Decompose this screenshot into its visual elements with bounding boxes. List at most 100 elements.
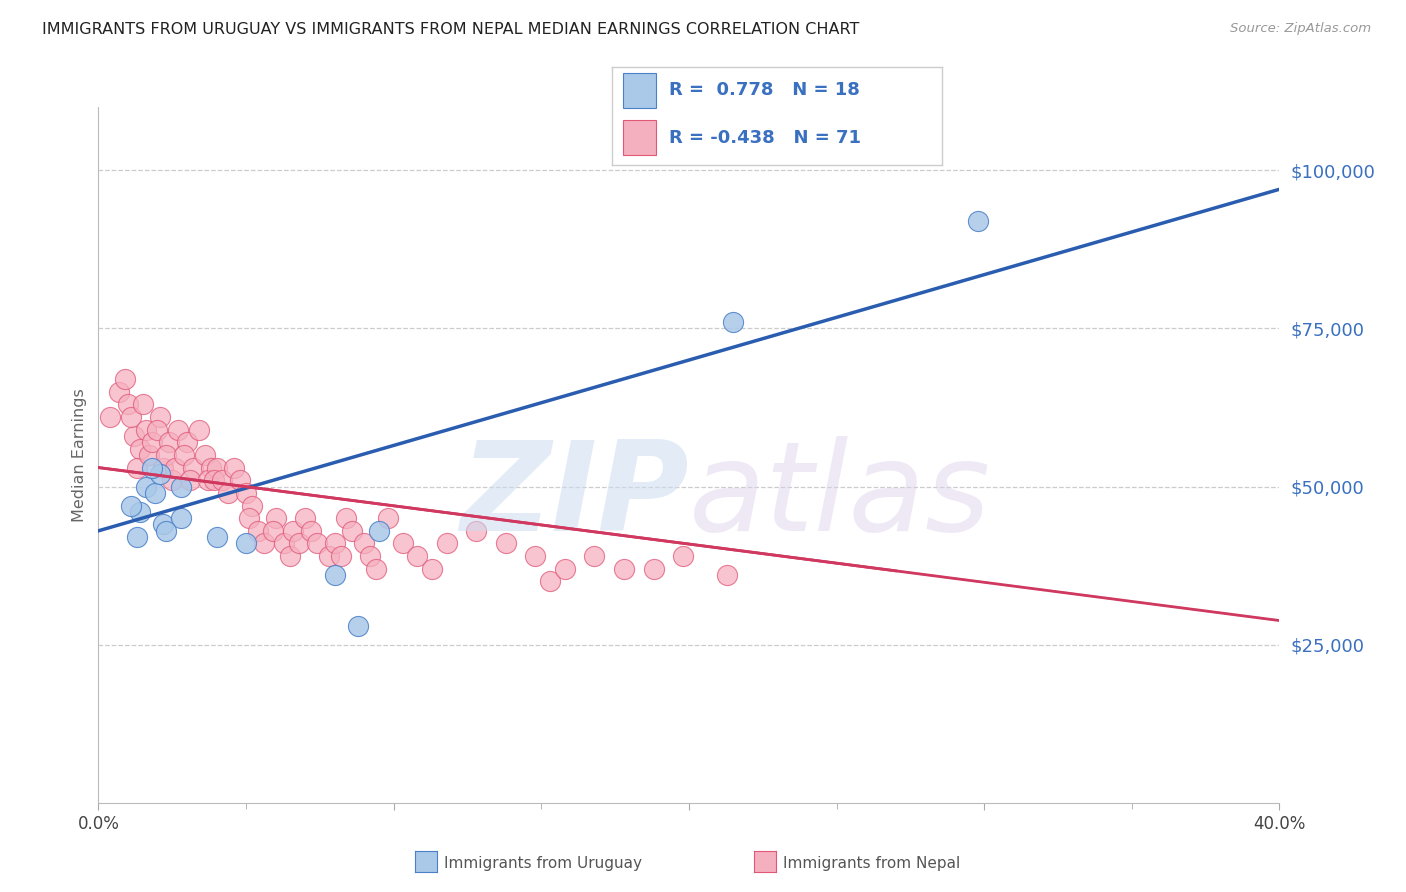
Point (305, 536, 328, 550)
Point (157, 435, 180, 450)
Point (538, 574, 561, 589)
Point (364, 562, 387, 576)
Point (716, 568, 738, 582)
Point (181, 460, 204, 475)
Point (152, 460, 174, 475)
Text: R = -0.438   N = 71: R = -0.438 N = 71 (669, 128, 862, 146)
Point (240, 499, 263, 513)
Point (672, 549, 695, 563)
Point (273, 536, 295, 550)
Point (353, 536, 375, 550)
Point (524, 549, 547, 563)
Point (217, 486, 239, 500)
Point (278, 549, 302, 563)
Point (155, 448, 177, 462)
Point (391, 536, 413, 550)
Point (235, 536, 257, 550)
Point (120, 409, 142, 424)
Point (135, 479, 157, 493)
Text: Immigrants from Nepal: Immigrants from Nepal (783, 856, 960, 871)
Point (122, 429, 145, 443)
Point (205, 460, 228, 475)
Point (202, 473, 225, 487)
Point (114, 372, 136, 386)
Point (323, 536, 346, 550)
Text: ZIP: ZIP (460, 436, 689, 558)
Point (173, 448, 195, 462)
Point (125, 530, 148, 544)
Point (128, 442, 150, 456)
Point (554, 562, 576, 576)
Point (165, 460, 187, 475)
Point (323, 568, 346, 582)
Point (238, 511, 260, 525)
Point (149, 409, 172, 424)
Point (406, 549, 429, 563)
Point (108, 384, 131, 399)
Point (205, 530, 228, 544)
Point (967, 214, 990, 228)
Point (436, 536, 458, 550)
Point (167, 423, 190, 437)
Point (342, 524, 364, 538)
Text: Source: ZipAtlas.com: Source: ZipAtlas.com (1230, 22, 1371, 36)
Point (143, 486, 166, 500)
Point (170, 479, 193, 493)
Point (200, 460, 222, 475)
Point (643, 562, 665, 576)
Point (141, 435, 163, 450)
Point (368, 524, 391, 538)
Point (299, 524, 322, 538)
Point (246, 524, 269, 538)
Point (120, 499, 142, 513)
Point (721, 315, 744, 329)
Point (288, 536, 311, 550)
Point (465, 524, 488, 538)
Point (155, 524, 177, 538)
Point (235, 486, 257, 500)
Text: atlas: atlas (689, 436, 991, 558)
Bar (623, 73, 657, 108)
Y-axis label: Median Earnings: Median Earnings (72, 388, 87, 522)
Point (495, 536, 517, 550)
Point (329, 549, 352, 563)
Point (294, 511, 316, 525)
Point (420, 562, 443, 576)
Point (187, 423, 209, 437)
Point (179, 473, 201, 487)
Point (583, 549, 606, 563)
Point (377, 511, 399, 525)
Point (335, 511, 357, 525)
Point (141, 460, 163, 475)
Point (197, 473, 219, 487)
Point (149, 467, 172, 481)
Point (125, 460, 148, 475)
Point (264, 511, 287, 525)
Text: IMMIGRANTS FROM URUGUAY VS IMMIGRANTS FROM NEPAL MEDIAN EARNINGS CORRELATION CHA: IMMIGRANTS FROM URUGUAY VS IMMIGRANTS FR… (42, 22, 859, 37)
Point (253, 536, 276, 550)
Point (176, 435, 198, 450)
Point (135, 423, 157, 437)
Point (146, 423, 169, 437)
Point (613, 562, 636, 576)
Point (229, 473, 252, 487)
Text: R =  0.778   N = 18: R = 0.778 N = 18 (669, 81, 860, 99)
Bar (623, 120, 657, 155)
Text: Immigrants from Uruguay: Immigrants from Uruguay (444, 856, 643, 871)
Point (224, 460, 246, 475)
Point (211, 473, 233, 487)
Point (359, 549, 381, 563)
Point (283, 524, 305, 538)
Point (262, 524, 284, 538)
Point (162, 473, 183, 487)
Point (128, 505, 150, 519)
Point (347, 618, 370, 632)
Point (194, 448, 217, 462)
Point (318, 549, 340, 563)
Point (117, 397, 139, 411)
Point (170, 511, 193, 525)
Point (138, 448, 160, 462)
Point (152, 517, 174, 532)
Point (132, 397, 155, 411)
Point (98, 409, 121, 424)
